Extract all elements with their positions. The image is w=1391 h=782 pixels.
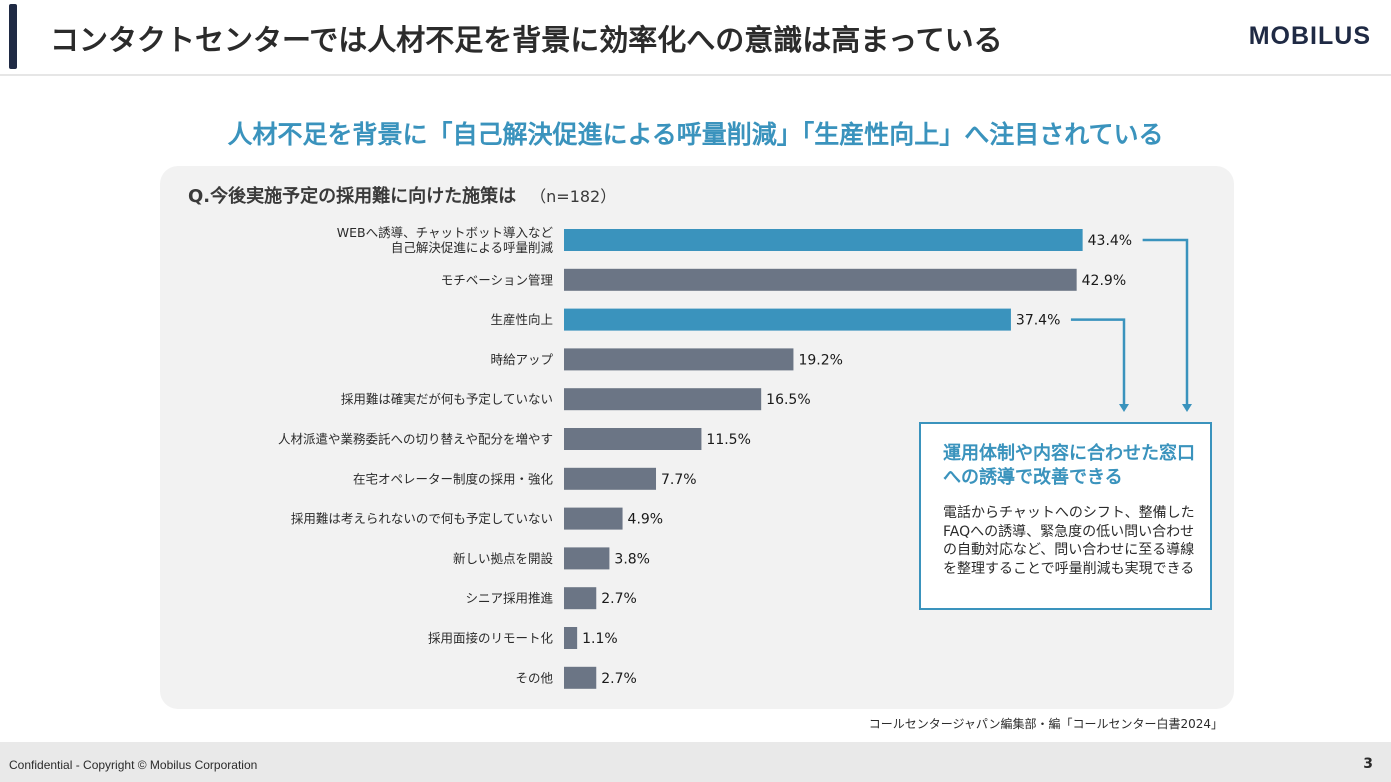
category-label-9: シニア採用推進 xyxy=(465,591,553,606)
value-label-0: 43.4% xyxy=(1088,233,1132,249)
bar-5 xyxy=(564,428,702,450)
callout-body: 電話からチャットへのシフト、整備したFAQへの誘導、緊急度の低い問い合わせの自動… xyxy=(943,505,1195,577)
category-label-5: 人材派遣や業務委託への切り替えや配分を増やす xyxy=(278,432,553,447)
arrow-head-icon xyxy=(1182,404,1192,412)
bar-10 xyxy=(564,627,578,649)
question-text: Q.今後実施予定の採用難に向けた施策は xyxy=(188,186,517,207)
connector-line-0 xyxy=(1142,238,1189,404)
value-label-10: 1.1% xyxy=(582,631,618,647)
category-label-11: その他 xyxy=(515,670,553,685)
value-label-2: 37.4% xyxy=(1016,313,1060,329)
bar-9 xyxy=(564,587,597,610)
bar-0 xyxy=(564,229,1083,251)
header-divider xyxy=(0,74,1391,76)
connector-arrows xyxy=(1070,238,1192,412)
page-title: コンタクトセンターでは人材不足を背景に効率化への意識は高まっている xyxy=(50,23,1003,57)
value-label-5: 11.5% xyxy=(706,432,750,448)
copyright-text: Confidential - Copyright © Mobilus Corpo… xyxy=(9,758,258,772)
value-label-7: 4.9% xyxy=(628,512,664,528)
source-note: コールセンタージャパン編集部・編「コールセンター白書2024」 xyxy=(868,717,1223,731)
category-label-1: モチベーション管理 xyxy=(441,272,554,287)
bar-1 xyxy=(564,268,1077,291)
category-label-0: WEBへ誘導、チャットボット導入など自己解決促進による呼量削減 xyxy=(337,225,554,255)
value-label-1: 42.9% xyxy=(1082,273,1126,289)
survey-question: Q.今後実施予定の採用難に向けた施策は （n=182） xyxy=(188,182,616,208)
arrow-head-icon xyxy=(1119,404,1129,412)
bar-4 xyxy=(564,388,762,411)
category-label-10: 採用面接のリモート化 xyxy=(428,631,554,646)
page-number: 3 xyxy=(1363,756,1373,772)
category-label-4: 採用難は確実だが何も予定していない xyxy=(341,392,553,407)
value-label-3: 19.2% xyxy=(798,352,842,368)
callout-box: 運用体制や内容に合わせた窓口への誘導で改善できる 電話からチャットへのシフト、整… xyxy=(919,422,1212,610)
value-label-8: 3.8% xyxy=(614,551,650,567)
value-label-9: 2.7% xyxy=(601,591,637,607)
category-label-6: 在宅オペレーター制度の採用・強化 xyxy=(353,471,554,486)
bar-group: 43.4% WEBへ誘導、チャットボット導入など自己解決促進による呼量削減 42.9… xyxy=(278,225,1132,689)
category-label-8: 新しい拠点を開設 xyxy=(453,551,554,566)
category-label-2: 生産性向上 xyxy=(490,312,553,327)
category-label-7: 採用難は考えられないので何も予定していない xyxy=(291,511,553,526)
category-label-3: 時給アップ xyxy=(490,352,553,367)
callout-title: 運用体制や内容に合わせた窓口への誘導で改善できる xyxy=(943,443,1195,488)
slide-subtitle: 人材不足を背景に「自己解決促進による呼量削減」「生産性向上」へ注目されている xyxy=(227,120,1164,149)
bar-3 xyxy=(564,348,794,371)
bar-6 xyxy=(564,467,657,490)
bar-2 xyxy=(564,308,1011,331)
connector-line-2 xyxy=(1070,318,1126,404)
footer-bar xyxy=(0,742,1391,782)
sample-size: （n=182） xyxy=(530,187,617,206)
value-label-11: 2.7% xyxy=(601,671,637,687)
bar-7 xyxy=(564,507,623,530)
mobilus-logo: MOBILUS xyxy=(1248,22,1371,50)
bar-8 xyxy=(564,547,610,570)
value-label-6: 7.7% xyxy=(661,472,697,488)
bar-11 xyxy=(564,666,597,689)
title-accent-bar xyxy=(9,4,17,69)
value-label-4: 16.5% xyxy=(766,392,810,408)
